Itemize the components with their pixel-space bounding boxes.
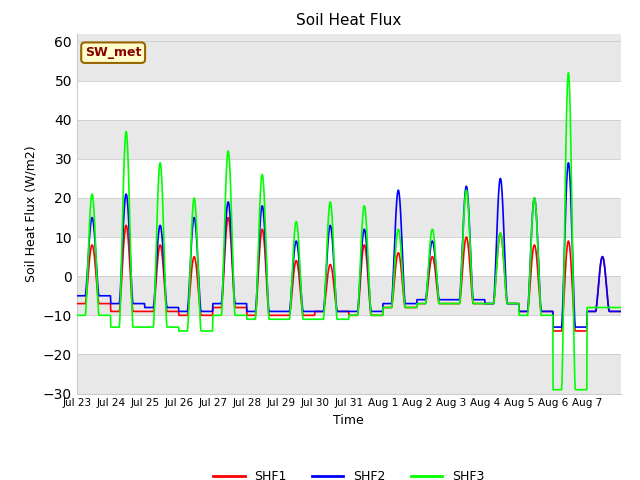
X-axis label: Time: Time bbox=[333, 414, 364, 427]
Bar bbox=[77, 237, 621, 276]
SHF2 bbox=[73, 293, 81, 299]
SHF2 bbox=[549, 324, 557, 330]
SHF2 bbox=[611, 309, 618, 314]
SHF3 bbox=[557, 387, 564, 393]
Bar bbox=[77, 315, 621, 354]
Title: Soil Heat Flux: Soil Heat Flux bbox=[296, 13, 401, 28]
Bar bbox=[77, 198, 621, 237]
SHF1 bbox=[477, 300, 485, 307]
SHF2 bbox=[477, 297, 484, 302]
Bar bbox=[77, 41, 621, 81]
SHF1 bbox=[549, 328, 557, 334]
SHF1 bbox=[617, 309, 625, 314]
SHF3 bbox=[73, 312, 81, 318]
Y-axis label: Soil Heat Flux (W/m2): Soil Heat Flux (W/m2) bbox=[24, 145, 37, 282]
SHF3 bbox=[324, 220, 332, 226]
SHF3 bbox=[335, 316, 342, 322]
Bar bbox=[77, 354, 621, 394]
Text: SW_met: SW_met bbox=[85, 46, 141, 59]
Line: SHF2: SHF2 bbox=[77, 163, 621, 327]
SHF1 bbox=[611, 309, 618, 314]
SHF2 bbox=[557, 324, 564, 330]
Bar bbox=[77, 34, 621, 41]
SHF3 bbox=[617, 305, 625, 311]
SHF1 bbox=[557, 328, 565, 334]
Bar bbox=[77, 81, 621, 120]
SHF2 bbox=[617, 309, 625, 314]
SHF3 bbox=[477, 300, 484, 307]
SHF3 bbox=[564, 70, 572, 76]
SHF2 bbox=[564, 160, 572, 166]
SHF1 bbox=[224, 215, 232, 220]
Bar bbox=[77, 120, 621, 159]
SHF1 bbox=[73, 300, 81, 307]
SHF3 bbox=[611, 305, 618, 311]
Line: SHF3: SHF3 bbox=[77, 73, 621, 390]
SHF3 bbox=[549, 387, 557, 393]
Bar bbox=[77, 159, 621, 198]
SHF2 bbox=[158, 232, 166, 238]
Line: SHF1: SHF1 bbox=[77, 217, 621, 331]
SHF1 bbox=[324, 268, 332, 274]
SHF1 bbox=[158, 250, 166, 255]
SHF3 bbox=[158, 178, 166, 184]
SHF1 bbox=[335, 309, 342, 314]
SHF2 bbox=[335, 309, 342, 314]
Legend: SHF1, SHF2, SHF3: SHF1, SHF2, SHF3 bbox=[209, 465, 489, 480]
Bar bbox=[77, 276, 621, 315]
SHF2 bbox=[324, 238, 332, 244]
